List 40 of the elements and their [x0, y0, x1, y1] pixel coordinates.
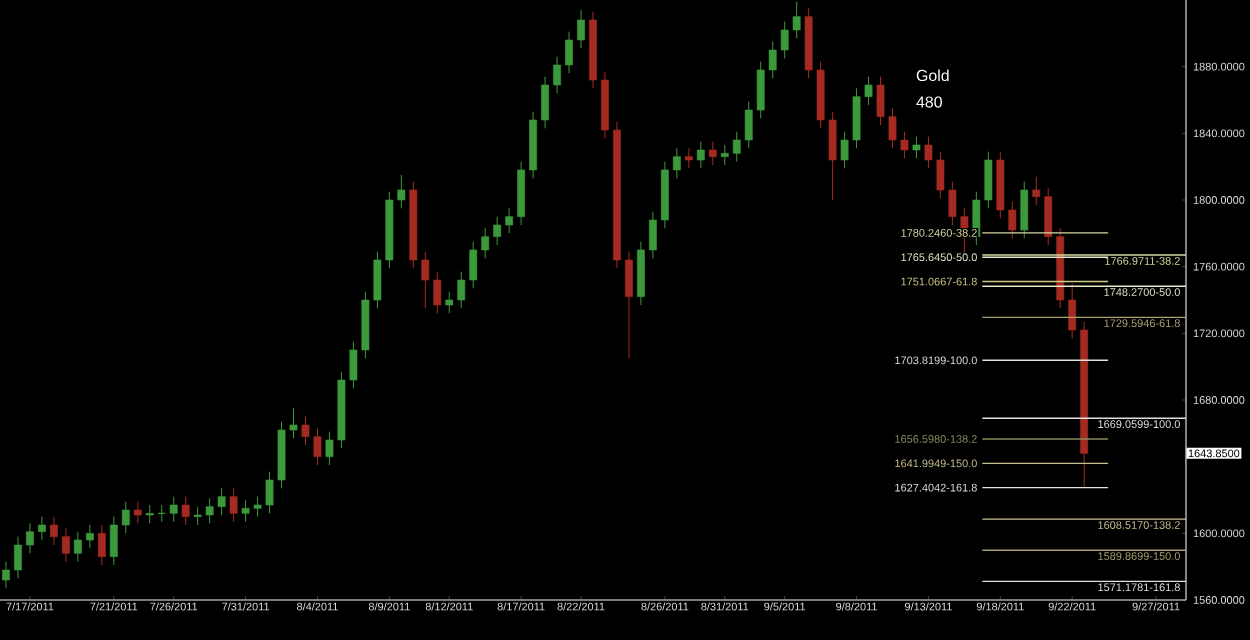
candlestick: [145, 504, 154, 524]
candlestick: [14, 536, 22, 579]
candlestick: [73, 531, 82, 563]
candlestick: [912, 136, 921, 159]
candlestick: [684, 147, 693, 169]
candlestick: [720, 144, 729, 166]
candlestick: [169, 496, 178, 523]
candlestick: [97, 524, 106, 566]
candlestick: [181, 496, 190, 526]
candlestick: [577, 9, 585, 49]
candlestick: [649, 211, 657, 259]
candlestick: [133, 501, 142, 524]
candlestick: [672, 147, 681, 179]
candlestick: [109, 516, 118, 566]
candlestick: [696, 141, 705, 169]
candlestick: [2, 561, 10, 589]
candlestick: [38, 516, 46, 541]
candlestick: [61, 527, 70, 563]
candlestick: [445, 291, 454, 314]
candlestick: [625, 251, 633, 359]
candlestick: [541, 76, 549, 129]
candlestick: [457, 271, 466, 309]
candlestick: [637, 241, 645, 306]
candlestick: [121, 501, 130, 534]
candlestick: [1044, 187, 1053, 246]
candlestick: [1032, 176, 1041, 206]
candlestick: [708, 141, 717, 166]
candlestick: [493, 216, 502, 246]
candlestick: [553, 56, 561, 94]
candlestick: [50, 516, 58, 546]
candlestick: [1068, 282, 1077, 339]
candlestick: [1020, 181, 1029, 239]
candlestick: [26, 522, 34, 554]
candlestick: [505, 207, 514, 234]
candlestick: [481, 227, 490, 259]
candlestick: [469, 241, 478, 289]
candlestick: [565, 31, 573, 74]
candlestick: [85, 524, 94, 549]
candlestick: [517, 161, 526, 226]
candlestick: [229, 487, 238, 523]
